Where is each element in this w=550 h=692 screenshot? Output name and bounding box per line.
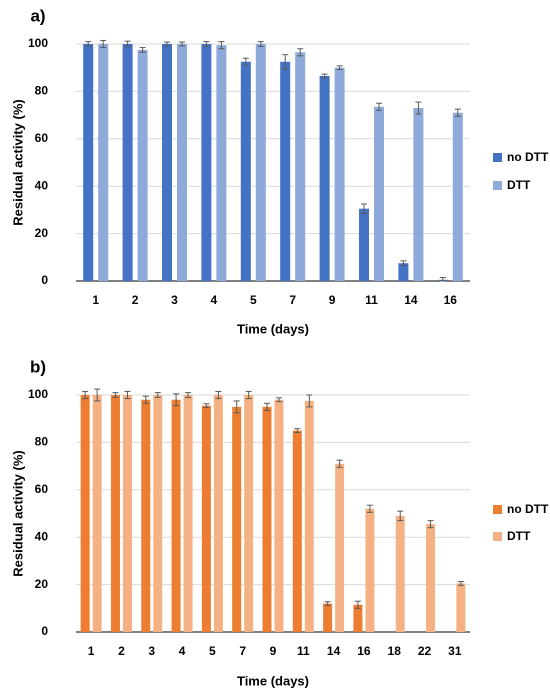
x-tick-label: 1 <box>88 644 95 658</box>
legend-label-dtt: DTT <box>507 529 531 543</box>
legend-label-no-dtt: no DTT <box>507 502 549 516</box>
bar-dtt <box>335 463 345 632</box>
y-tick-label: 0 <box>41 273 48 287</box>
chart-panel-a: a) 0 20 40 60 80 100 1 2 3 4 5 7 9 11 14 16 Time (days) Re… <box>10 6 549 336</box>
y-axis-title: Residual activity (%) <box>10 450 25 576</box>
legend-swatch-no-dtt <box>493 153 502 162</box>
bar-dtt <box>413 107 424 282</box>
bar-dtt <box>426 524 436 632</box>
bar-dtt <box>153 395 163 632</box>
x-tick-label: 2 <box>118 644 125 658</box>
y-tick-label: 40 <box>35 529 49 543</box>
bar-no-dtt <box>280 61 291 282</box>
bar-dtt <box>98 44 109 281</box>
legend: no DTT DTT <box>493 502 549 543</box>
y-tick-label: 100 <box>28 387 48 401</box>
bar-no-dtt <box>83 44 94 281</box>
y-tick-label: 20 <box>35 577 49 591</box>
y-tick-label: 60 <box>35 482 49 496</box>
x-tick-label: 4 <box>179 644 186 658</box>
bar-no-dtt <box>240 61 251 282</box>
bar-no-dtt <box>141 399 151 632</box>
y-tick-label: 20 <box>35 226 49 240</box>
bar-no-dtt <box>110 395 120 632</box>
bar-no-dtt <box>122 44 133 281</box>
x-tick-label: 14 <box>404 293 418 307</box>
x-tick-label: 18 <box>388 644 402 658</box>
x-tick-label: 5 <box>250 293 257 307</box>
panel-label: a) <box>30 6 45 25</box>
bar-no-dtt <box>319 75 330 282</box>
y-axis-title: Residual activity (%) <box>10 99 25 225</box>
bar-no-dtt <box>292 430 302 632</box>
bar-dtt <box>255 44 266 281</box>
bar-dtt <box>137 49 148 281</box>
x-tick-label: 9 <box>329 293 336 307</box>
y-tick-label: 40 <box>35 178 49 192</box>
x-tick-label: 3 <box>148 644 155 658</box>
bar-no-dtt <box>80 395 90 632</box>
x-tick-label: 5 <box>209 644 216 658</box>
x-tick-label: 7 <box>289 293 296 307</box>
bar-dtt <box>295 52 306 281</box>
bar-no-dtt <box>171 399 181 632</box>
bar-no-dtt <box>353 604 363 632</box>
x-tick-label: 16 <box>357 644 371 658</box>
bar-dtt <box>365 508 375 632</box>
bar-dtt <box>244 395 254 632</box>
bar-dtt <box>452 112 463 281</box>
bar-dtt <box>304 400 314 632</box>
y-tick-label: 80 <box>35 84 49 98</box>
legend-label-no-dtt: no DTT <box>507 150 549 164</box>
bar-dtt <box>456 583 466 632</box>
bar-dtt <box>274 399 284 632</box>
x-tick-label: 7 <box>239 644 246 658</box>
bar-dtt <box>122 395 132 632</box>
x-tick-label: 1 <box>92 293 99 307</box>
bar-dtt <box>374 106 384 282</box>
x-tick-label: 16 <box>444 293 458 307</box>
legend: no DTT DTT <box>493 150 549 192</box>
x-tick-label: 14 <box>327 644 341 658</box>
x-tick-label: 22 <box>418 644 432 658</box>
x-tick-label: 9 <box>270 644 277 658</box>
bar-dtt <box>213 395 223 632</box>
bar-dtt <box>92 395 102 632</box>
x-tick-label: 11 <box>365 293 378 307</box>
bar-no-dtt <box>359 208 369 281</box>
panel-label: b) <box>30 357 46 376</box>
y-tick-label: 80 <box>35 435 49 449</box>
x-tick-label: 11 <box>297 644 310 658</box>
bar-dtt <box>216 45 227 282</box>
legend-swatch-dtt <box>493 181 502 190</box>
y-tick-label: 0 <box>41 624 48 638</box>
bar-dtt <box>395 515 405 632</box>
x-tick-label: 3 <box>171 293 178 307</box>
x-axis-title: Time (days) <box>237 321 309 336</box>
x-tick-label: 4 <box>211 293 218 307</box>
bar-dtt <box>177 44 187 281</box>
bar-no-dtt <box>162 44 172 281</box>
bar-no-dtt <box>398 263 409 281</box>
chart-panel-b: b) 0 20 40 60 80 100 1 2 3 4 5 7 9 11 14 16 18 22 31 Time (d… <box>10 357 549 688</box>
bar-no-dtt <box>232 406 242 632</box>
legend-swatch-dtt <box>493 532 502 541</box>
x-tick-label: 2 <box>132 293 139 307</box>
legend-swatch-no-dtt <box>493 505 502 514</box>
bar-no-dtt <box>323 603 333 632</box>
bar-no-dtt <box>201 405 211 632</box>
bar-dtt <box>334 67 345 281</box>
x-tick-label: 31 <box>448 644 462 658</box>
y-tick-label: 100 <box>28 36 48 50</box>
y-tick-label: 60 <box>35 131 49 145</box>
x-axis-title: Time (days) <box>237 673 309 688</box>
bar-dtt <box>183 395 193 632</box>
legend-label-dtt: DTT <box>507 178 531 192</box>
bar-no-dtt <box>262 406 272 632</box>
bar-no-dtt <box>201 44 212 281</box>
